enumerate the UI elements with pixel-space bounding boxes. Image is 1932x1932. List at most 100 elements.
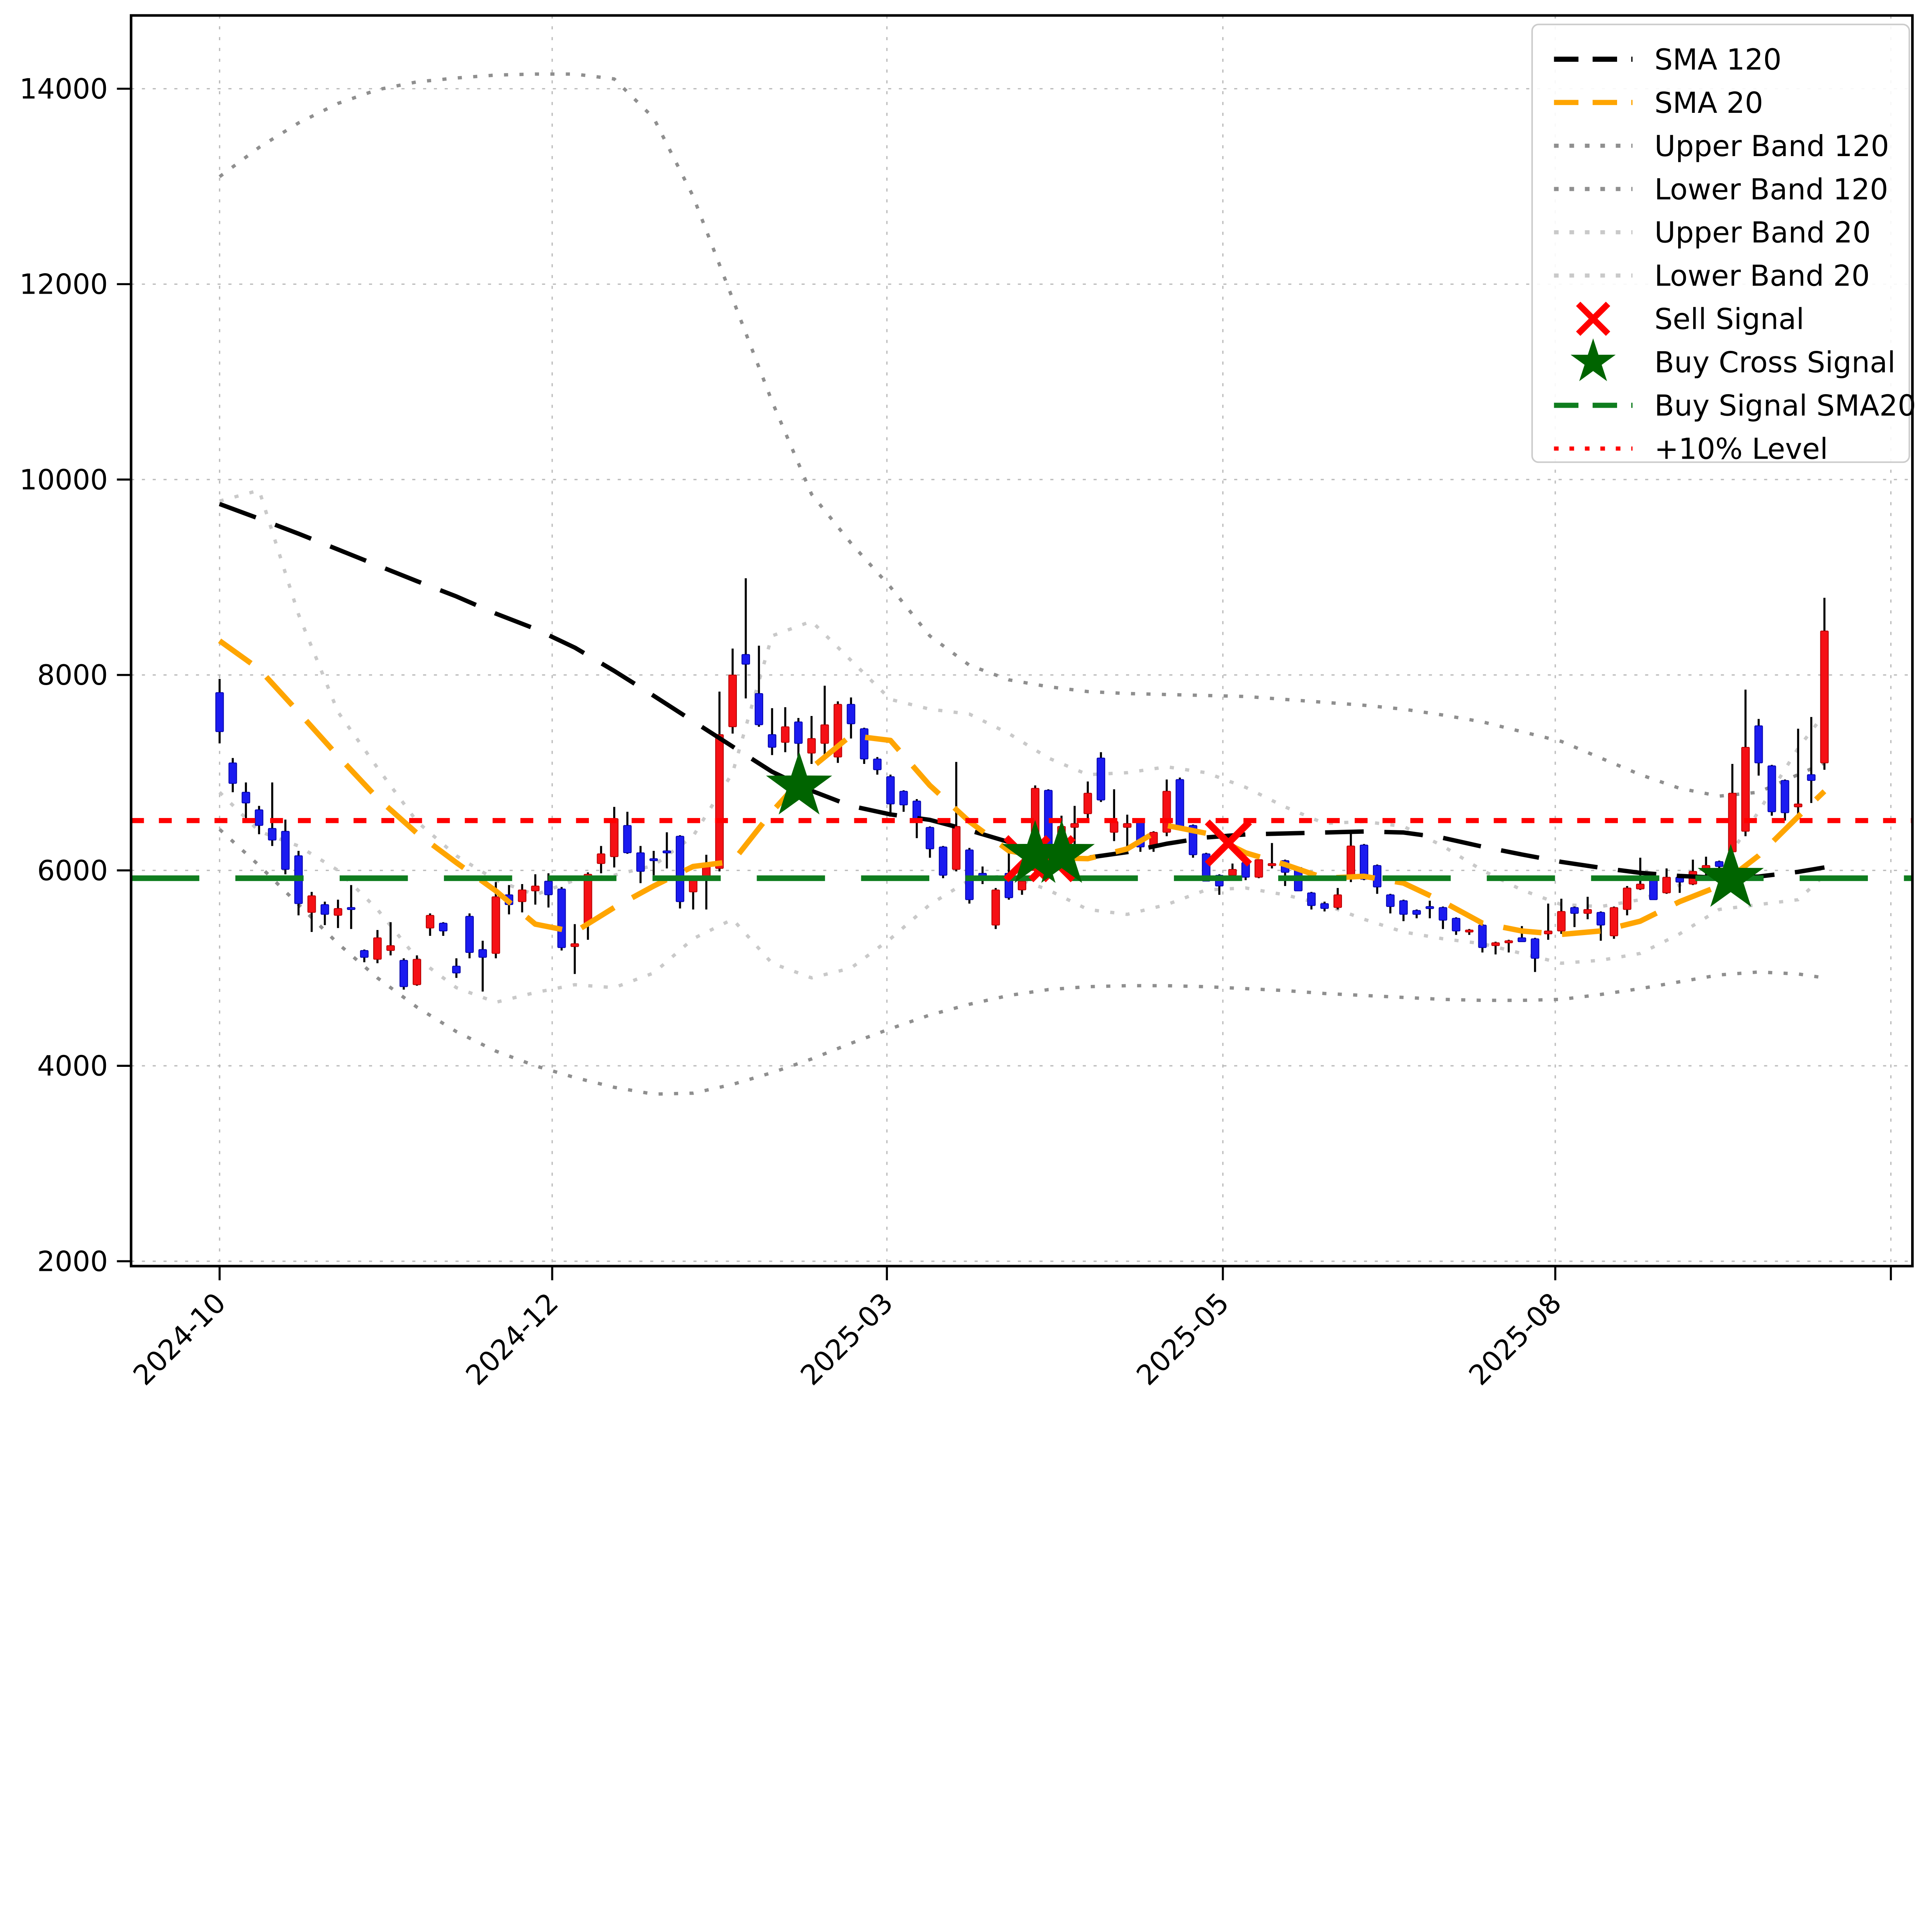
candle-body-down [1807,774,1816,781]
candle-body-down [1767,765,1776,812]
candle-body-down [886,776,895,804]
candle [452,958,461,978]
sell-signal-icon [1576,301,1611,336]
legend-item-upper-band-120: Upper Band 120 [1554,129,1889,163]
candle [636,846,645,883]
candle [715,691,724,872]
y-tick-label: 10000 [19,463,108,496]
candle-body-up [307,895,316,913]
candle-body-down [860,728,869,760]
candle-body-down [1781,780,1789,813]
candle-body-down [1412,910,1421,915]
candle [1820,598,1829,770]
candle-body-down [1452,918,1461,932]
buy-cross-signal-marker [766,752,832,815]
candle-body-down [662,850,671,854]
legend-item-lower-band-20: Lower Band 20 [1554,259,1870,293]
candle [531,874,540,905]
candle-body-up [570,943,579,947]
candle-body-up [1741,747,1750,832]
candle [426,913,435,936]
candle-body-up [492,896,500,954]
candle [518,884,527,913]
candle [1254,859,1263,878]
candle-body-up [1728,793,1737,852]
candle [689,879,697,910]
candle-body-down [1307,892,1316,906]
candle [1794,728,1803,818]
candle [1425,900,1434,918]
candle [1136,820,1145,852]
candle-body-down [347,907,355,910]
legend-item-sma-120: SMA 120 [1554,43,1782,77]
legend-label: Buy Cross Signal [1655,346,1896,379]
candle [1807,717,1816,803]
candle [1399,900,1408,922]
buy-cross-signal-marker [1002,820,1068,883]
candle-body-up [1504,940,1513,943]
legend-label: Upper Band 120 [1655,129,1889,163]
buy-cross-signal-icon [1570,338,1616,381]
candle-body-up [1820,631,1829,764]
candle-body-up [412,959,421,985]
candle-body-up [518,889,527,902]
candle [1386,894,1395,913]
legend-item--10-level: +10% Level [1554,432,1828,466]
candle [333,900,342,928]
candle [320,901,329,925]
upper-band-120-line [218,72,1825,798]
candle [1531,938,1539,972]
candle-body-up [1083,793,1092,814]
candle [1675,876,1684,893]
candle-body-up [1110,821,1119,833]
candle-body-up [1228,869,1237,876]
candle-body-down [636,852,645,872]
candle [1083,781,1092,821]
candle-body-down [649,858,658,861]
candle [1360,844,1369,880]
y-tick-label: 12000 [19,268,108,301]
candle-body-down [847,704,855,724]
candle-body-up [1123,823,1132,828]
candle [268,782,277,846]
candle [386,922,395,956]
legend-item-lower-band-120: Lower Band 120 [1554,173,1888,206]
candle [1767,765,1776,816]
candle [847,697,855,739]
candle [1070,806,1079,849]
signals-layer [766,752,1764,907]
candle-body-up [1544,930,1553,934]
candle [1320,901,1329,912]
candle [1544,903,1553,940]
candle [228,758,237,793]
candle-body-up [1465,929,1474,933]
candle-body-up [1622,888,1631,910]
legend-item-sma-20: SMA 20 [1554,86,1763,120]
candle-body-down [1517,937,1526,942]
candle [242,782,250,820]
legend-label: Buy Signal SMA20 [1655,389,1916,423]
y-tick-label: 4000 [37,1050,108,1082]
candle-body-up [333,908,342,916]
candle [1465,929,1474,935]
candle-body-down [675,836,684,902]
candle-body-up [1583,909,1592,914]
candle [307,892,316,932]
candle-body-down [939,846,947,876]
legend-item-sell-signal: Sell Signal [1576,301,1804,336]
buy-cross-signal-marker [1697,844,1764,907]
candle-body-down [544,881,553,895]
candle [873,757,882,775]
candle [794,718,803,760]
candle-body-down [215,692,224,732]
candle [281,820,290,874]
candle-body-down [1754,725,1763,764]
axis-ticks [117,87,1892,1281]
candle-body-up [1017,881,1026,891]
candle [1557,898,1566,934]
candle-body-down [439,923,448,932]
candle-body-down [1097,757,1105,801]
candle-body-down [478,949,487,958]
candle [347,885,355,929]
candle-body-down [925,827,934,849]
